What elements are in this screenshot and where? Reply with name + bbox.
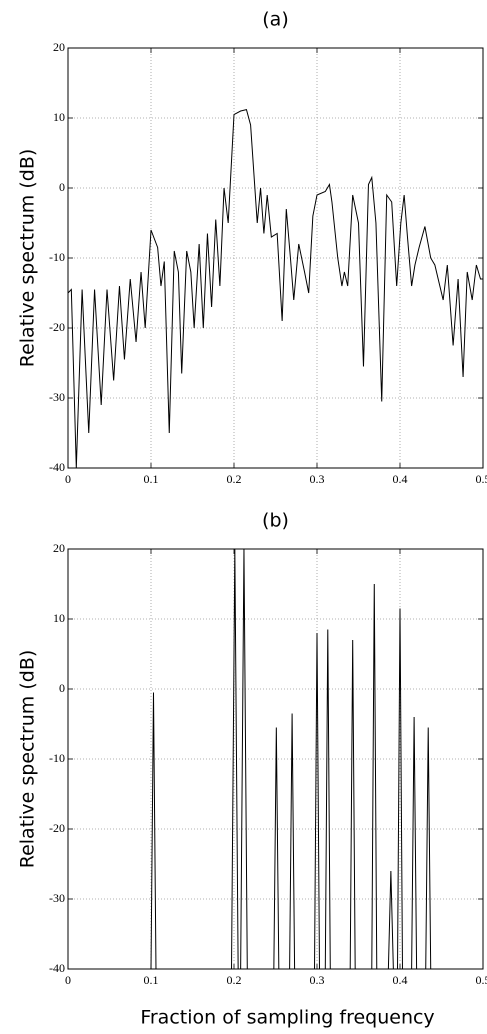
- y-tick-label: -30: [49, 390, 65, 404]
- y-tick-label: 10: [53, 611, 65, 625]
- plot-area: [68, 108, 483, 468]
- y-tick-label: 0: [59, 180, 65, 194]
- y-axis-label: Relative spectrum (dB): [17, 149, 39, 368]
- y-tick-label: -40: [49, 460, 65, 474]
- y-tick-label: 20: [53, 541, 65, 555]
- x-tick-label: 0.1: [144, 973, 159, 987]
- panel-title: (a): [262, 9, 288, 31]
- x-tick-label: 0.4: [393, 973, 408, 987]
- spectrum-line: [68, 108, 483, 468]
- panel-title: (b): [262, 510, 289, 532]
- x-tick-label: 0.4: [393, 472, 408, 486]
- axes-box: [67, 47, 484, 469]
- y-axis-label: Relative spectrum (dB): [17, 650, 39, 869]
- plot-area: [68, 549, 483, 969]
- x-tick-label: 0.5: [476, 973, 487, 987]
- x-tick-label: 0.2: [227, 472, 242, 486]
- x-axis-label: Fraction of sampling frequency: [140, 1007, 434, 1029]
- y-tick-label: -30: [49, 891, 65, 905]
- y-tick-label: -20: [49, 320, 65, 334]
- y-tick-label: -10: [49, 751, 65, 765]
- y-tick-label: -40: [49, 961, 65, 975]
- x-tick-label: 0: [65, 973, 71, 987]
- x-tick-label: 0.5: [476, 472, 487, 486]
- y-tick-label: 10: [53, 110, 65, 124]
- x-tick-label: 0.3: [310, 973, 325, 987]
- x-tick-label: 0.1: [144, 472, 159, 486]
- axes-box: [67, 548, 484, 970]
- y-tick-label: 20: [53, 40, 65, 54]
- x-tick-label: 0: [65, 472, 71, 486]
- y-tick-label: 0: [59, 681, 65, 695]
- x-tick-label: 0.3: [310, 472, 325, 486]
- spectrum-line: [68, 549, 483, 969]
- y-tick-label: -20: [49, 821, 65, 835]
- x-tick-label: 0.2: [227, 973, 242, 987]
- y-tick-label: -10: [49, 250, 65, 264]
